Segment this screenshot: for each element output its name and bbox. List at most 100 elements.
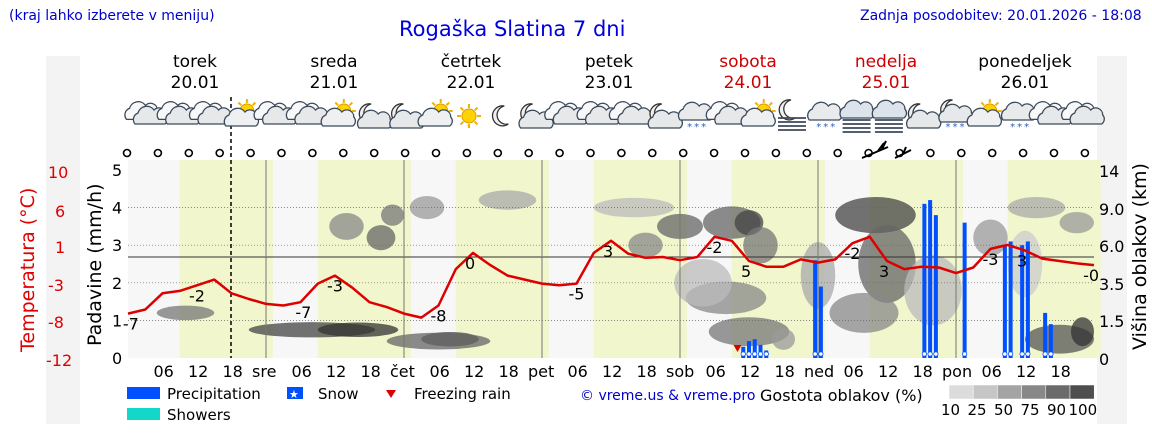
cloud-patch (858, 225, 916, 303)
partly-sunny-icon (740, 99, 776, 127)
precipitation-bar (1025, 241, 1030, 358)
day-name: petek (584, 52, 634, 72)
calm-wind-icon (1049, 148, 1059, 158)
snow-marker (1019, 351, 1025, 357)
precipitation-bar (962, 222, 967, 358)
calm-wind-icon (926, 148, 935, 158)
cloud-height-tick-label: 6.0 (1099, 237, 1124, 256)
cloud-height-axis-title: Višina oblakov (km) (1129, 163, 1151, 350)
snow-marker (921, 351, 927, 357)
night-cloudy-icon (356, 103, 393, 129)
cloud-patch (904, 255, 962, 326)
snow-swatch (287, 387, 303, 399)
cloud-patch (628, 232, 663, 258)
svg-text:*: * (953, 122, 958, 133)
x-tick-label: 06 (706, 362, 726, 381)
cloud-patch (1059, 212, 1094, 234)
day-name: četrtek (440, 52, 502, 72)
precip-tick-label: 5 (112, 161, 122, 180)
x-tick-label: 12 (326, 362, 346, 381)
calm-wind-icon (246, 148, 255, 158)
cloud-height-tick-label: 3.5 (1099, 275, 1124, 294)
calm-wind-icon (338, 148, 348, 158)
night-icon (491, 105, 509, 127)
snow-marker (746, 351, 752, 357)
calm-wind-icon (555, 148, 564, 158)
svg-text:*: * (1010, 122, 1015, 133)
freezing-rain-marker (733, 345, 742, 352)
day-date: 23.01 (584, 73, 634, 93)
copyright-link[interactable]: © vreme.us & vreme.pro (580, 388, 756, 404)
x-tick-label: 06 (292, 362, 312, 381)
temperature-value-label: -0 (1083, 266, 1099, 285)
temperature-tick-label: 6 (55, 202, 65, 221)
calm-wind-icon (956, 148, 966, 158)
precipitation-bar (1020, 245, 1025, 358)
cloud-patch (593, 197, 675, 218)
cloud-density-level-label: 10 (941, 401, 960, 419)
svg-text:*: * (1017, 122, 1022, 133)
temperature-tick-label: -8 (48, 313, 64, 332)
showers-swatch (127, 408, 160, 420)
legend-freezing-rain-label: Freezing rain (414, 385, 511, 403)
fog-icon (839, 99, 875, 133)
x-tick-label: 12 (602, 362, 622, 381)
temperature-value-label: -2 (845, 244, 861, 263)
temperature-value-label: 3 (1017, 252, 1027, 271)
day-date: 22.01 (446, 73, 496, 93)
night-cloudy-icon (906, 103, 942, 129)
calm-wind-icon (215, 148, 224, 158)
cloud-height-tick-label: 1.5 (1099, 312, 1124, 331)
calm-wind-icon (122, 148, 132, 158)
snow-marker (752, 351, 758, 357)
snow-marker (812, 351, 818, 357)
x-tick-label: ned (804, 362, 834, 381)
temperature-value-label: -7 (295, 303, 311, 322)
calm-wind-icon (153, 148, 163, 158)
snow-star-icon: ★ (289, 388, 299, 401)
cloudy-icon (1061, 101, 1105, 125)
calm-wind-icon (740, 148, 750, 158)
cloudy-icon (608, 101, 653, 125)
snow-marker (1025, 351, 1031, 357)
snow-marker (1002, 351, 1008, 357)
cloud-height-tick-label: 0 (1099, 350, 1109, 369)
precip-tick-label: 2 (112, 274, 122, 293)
cloud-density-swatch (1069, 384, 1095, 400)
x-tick-label: 12 (464, 362, 484, 381)
x-tick-label: 06 (844, 362, 864, 381)
night-snow-icon: * * * (938, 99, 974, 133)
snow-marker (763, 351, 769, 357)
wind-barb-icon (894, 146, 912, 159)
temperature-axis-title: Temperatura (°C) (17, 188, 39, 353)
cloud-height-tick-label: 14 (1099, 162, 1119, 181)
cloud-density-level-label: 50 (994, 401, 1013, 419)
x-tick-label: 06 (982, 362, 1002, 381)
precipitation-bar (813, 260, 818, 358)
cloud-patch (329, 212, 364, 240)
cloudy-icon (285, 101, 330, 125)
precipitation-bar (1043, 312, 1048, 358)
svg-text:*: * (701, 122, 706, 133)
precip-tick-label: 4 (112, 199, 122, 218)
snow-marker (927, 351, 933, 357)
precipitation-swatch (127, 387, 160, 399)
partly-sunny-icon (966, 99, 1003, 127)
snow-marker (1042, 351, 1048, 357)
precipitation-bar (747, 341, 751, 358)
svg-text:*: * (823, 122, 828, 133)
temperature-value-label: 3 (603, 242, 613, 261)
cloud-patch (366, 225, 396, 251)
precipitation-bar (1008, 241, 1013, 358)
calm-wind-icon (308, 148, 317, 158)
calm-wind-icon (524, 148, 534, 158)
day-name: sreda (310, 52, 358, 72)
calm-wind-icon (493, 148, 503, 158)
svg-text:*: * (687, 122, 692, 133)
temperature-value-label: -3 (983, 250, 999, 269)
wind-barb-icon (861, 140, 889, 159)
night-cloudy-icon (647, 103, 684, 129)
temperature-value-label: -5 (569, 285, 585, 304)
day-name: ponedeljek (978, 52, 1072, 72)
location-note[interactable]: (kraj lahko izberete v meniju) (9, 8, 215, 24)
